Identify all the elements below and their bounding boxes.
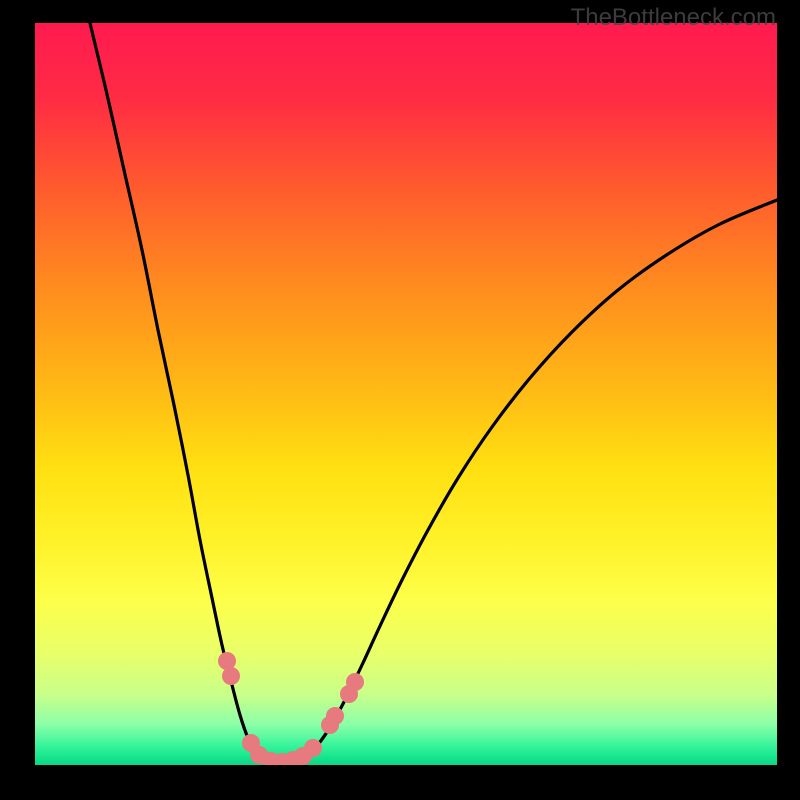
marker-point [305,740,322,757]
marker-point [327,708,344,725]
curve-layer [0,0,800,800]
marker-point [219,653,236,670]
marker-point [347,674,364,691]
bottleneck-curve [90,23,777,762]
watermark-label: TheBottleneck.com [571,4,776,32]
marker-point [223,668,240,685]
